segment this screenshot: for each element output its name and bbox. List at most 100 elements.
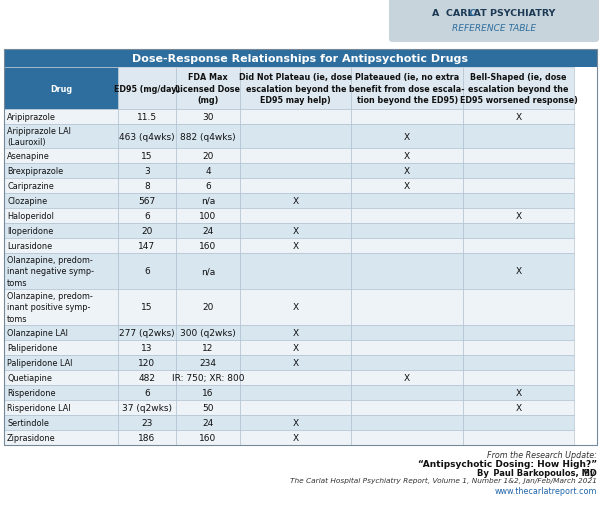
- Text: C: C: [466, 10, 476, 18]
- Bar: [118, 415, 176, 430]
- Text: FDA Max
Licensed Dose
(mg): FDA Max Licensed Dose (mg): [175, 73, 241, 104]
- Bar: [463, 355, 574, 370]
- Bar: [4, 370, 118, 385]
- Bar: [463, 68, 574, 110]
- Bar: [118, 164, 176, 179]
- Bar: [240, 355, 352, 370]
- Bar: [352, 400, 463, 415]
- Text: 882 (q4wks): 882 (q4wks): [180, 132, 236, 141]
- Text: X: X: [404, 373, 410, 382]
- Bar: [352, 149, 463, 164]
- Text: 13: 13: [141, 344, 152, 352]
- Bar: [4, 415, 118, 430]
- Bar: [176, 341, 240, 355]
- Text: X: X: [293, 433, 299, 442]
- Text: 50: 50: [202, 403, 214, 412]
- Text: Lurasidone: Lurasidone: [7, 242, 52, 250]
- Bar: [4, 179, 118, 193]
- Bar: [463, 370, 574, 385]
- Text: Sertindole: Sertindole: [7, 418, 49, 427]
- Text: IR: 750; XR: 800: IR: 750; XR: 800: [172, 373, 244, 382]
- Bar: [463, 341, 574, 355]
- Text: X: X: [293, 418, 299, 427]
- Text: 6: 6: [144, 212, 150, 220]
- Text: By: By: [583, 468, 597, 477]
- Bar: [4, 385, 118, 400]
- Bar: [176, 125, 240, 149]
- Text: 30: 30: [202, 113, 214, 122]
- Text: X: X: [293, 303, 299, 312]
- Text: 4: 4: [205, 166, 211, 176]
- Bar: [352, 110, 463, 125]
- Text: From the Research Update:: From the Research Update:: [487, 450, 597, 459]
- Bar: [176, 179, 240, 193]
- Bar: [463, 179, 574, 193]
- Bar: [176, 385, 240, 400]
- Text: 463 (q4wks): 463 (q4wks): [119, 132, 175, 141]
- Text: 277 (q2wks): 277 (q2wks): [119, 328, 175, 337]
- Bar: [463, 149, 574, 164]
- Bar: [352, 179, 463, 193]
- Text: X: X: [293, 196, 299, 206]
- Bar: [118, 68, 176, 110]
- Bar: [352, 164, 463, 179]
- Bar: [352, 239, 463, 253]
- Bar: [176, 415, 240, 430]
- Bar: [240, 290, 352, 325]
- Text: Bell-Shaped (ie, dose
escalation beyond the
ED95 worsened response): Bell-Shaped (ie, dose escalation beyond …: [460, 73, 578, 104]
- Bar: [176, 223, 240, 239]
- Text: Paliperidone LAI: Paliperidone LAI: [7, 358, 73, 367]
- Bar: [240, 239, 352, 253]
- Bar: [463, 110, 574, 125]
- Bar: [118, 290, 176, 325]
- Text: 23: 23: [141, 418, 152, 427]
- Text: Did Not Plateau (ie, dose
escalation beyond the
ED95 may help): Did Not Plateau (ie, dose escalation bey…: [239, 73, 352, 104]
- Text: Drug: Drug: [50, 84, 72, 93]
- Bar: [118, 325, 176, 341]
- FancyBboxPatch shape: [389, 0, 599, 43]
- Bar: [463, 400, 574, 415]
- Bar: [352, 223, 463, 239]
- Text: Haloperidol: Haloperidol: [7, 212, 54, 220]
- Text: A  CARLAT PSYCHIATRY: A CARLAT PSYCHIATRY: [433, 10, 556, 18]
- Bar: [240, 430, 352, 445]
- Text: X: X: [293, 358, 299, 367]
- Text: REFERENCE TABLE: REFERENCE TABLE: [452, 24, 536, 33]
- Text: 234: 234: [199, 358, 217, 367]
- Bar: [240, 68, 352, 110]
- Bar: [118, 385, 176, 400]
- Bar: [240, 415, 352, 430]
- Bar: [352, 325, 463, 341]
- Bar: [4, 239, 118, 253]
- Bar: [352, 370, 463, 385]
- Bar: [4, 341, 118, 355]
- Text: 6: 6: [144, 267, 150, 276]
- Bar: [240, 400, 352, 415]
- Bar: [4, 209, 118, 223]
- Text: X: X: [404, 166, 410, 176]
- Bar: [176, 239, 240, 253]
- Bar: [176, 290, 240, 325]
- Bar: [352, 193, 463, 209]
- Bar: [240, 209, 352, 223]
- Text: 20: 20: [202, 303, 214, 312]
- Bar: [463, 253, 574, 290]
- Bar: [4, 125, 118, 149]
- Bar: [463, 430, 574, 445]
- Bar: [176, 110, 240, 125]
- Text: 160: 160: [199, 242, 217, 250]
- Bar: [4, 253, 118, 290]
- Text: Plateaued (ie, no extra
benefit from dose escala-
tion beyond the ED95): Plateaued (ie, no extra benefit from dos…: [349, 73, 465, 104]
- Bar: [352, 341, 463, 355]
- Bar: [4, 325, 118, 341]
- Bar: [118, 239, 176, 253]
- Bar: [240, 253, 352, 290]
- Text: 15: 15: [141, 303, 152, 312]
- Bar: [118, 223, 176, 239]
- Bar: [240, 179, 352, 193]
- Text: 6: 6: [144, 388, 150, 397]
- Bar: [176, 149, 240, 164]
- Text: 20: 20: [202, 152, 214, 161]
- Text: 567: 567: [138, 196, 155, 206]
- Bar: [240, 325, 352, 341]
